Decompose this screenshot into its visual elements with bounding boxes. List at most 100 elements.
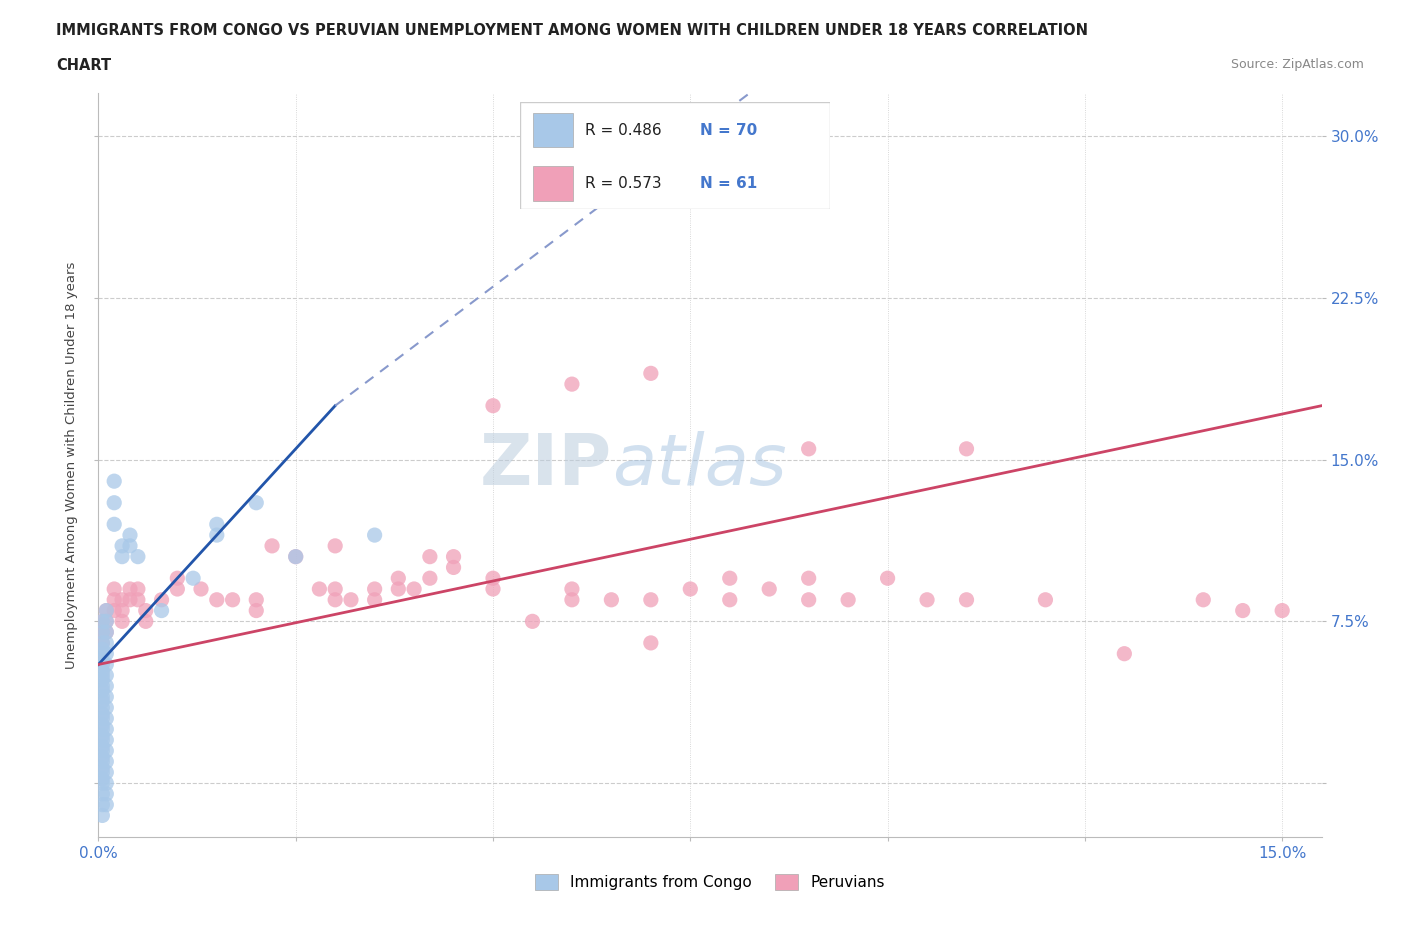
- Point: [91, 754, 114, 769]
- Point: [181, 571, 204, 586]
- Bar: [533, 166, 572, 201]
- Point: [245, 496, 267, 511]
- Point: [91, 808, 114, 823]
- Point: [91, 733, 114, 748]
- Point: [1232, 604, 1254, 618]
- Point: [103, 592, 125, 607]
- Text: R = 0.486: R = 0.486: [585, 123, 662, 138]
- Point: [797, 442, 820, 457]
- Point: [245, 604, 267, 618]
- Point: [118, 581, 141, 596]
- Point: [482, 581, 505, 596]
- Point: [118, 538, 141, 553]
- Point: [127, 592, 149, 607]
- Point: [103, 517, 125, 532]
- Point: [561, 592, 583, 607]
- Point: [96, 614, 118, 629]
- Point: [797, 592, 820, 607]
- Point: [103, 473, 125, 488]
- Point: [443, 550, 465, 565]
- Point: [96, 787, 118, 802]
- Point: [205, 527, 228, 542]
- Point: [363, 581, 385, 596]
- Point: [308, 581, 330, 596]
- Point: [111, 550, 134, 565]
- Point: [640, 635, 662, 650]
- Text: CHART: CHART: [56, 58, 111, 73]
- Point: [561, 581, 583, 596]
- Point: [91, 672, 114, 687]
- Point: [96, 679, 118, 694]
- Text: N = 70: N = 70: [700, 123, 756, 138]
- Point: [363, 527, 385, 542]
- Point: [96, 604, 118, 618]
- Text: N = 61: N = 61: [700, 176, 756, 191]
- Point: [640, 592, 662, 607]
- Point: [96, 711, 118, 725]
- Point: [96, 689, 118, 704]
- Point: [91, 694, 114, 709]
- Point: [387, 581, 409, 596]
- Point: [91, 776, 114, 790]
- Point: [482, 398, 505, 413]
- Point: [718, 193, 741, 208]
- Text: atlas: atlas: [612, 431, 787, 499]
- Point: [96, 668, 118, 683]
- Point: [96, 776, 118, 790]
- Point: [245, 592, 267, 607]
- Point: [91, 689, 114, 704]
- Point: [284, 550, 307, 565]
- Point: [91, 657, 114, 671]
- Point: [91, 614, 114, 629]
- Point: [837, 592, 859, 607]
- Point: [91, 761, 114, 776]
- Point: [260, 538, 283, 553]
- Point: [91, 642, 114, 657]
- Point: [91, 683, 114, 698]
- Point: [103, 496, 125, 511]
- Legend: Immigrants from Congo, Peruvians: Immigrants from Congo, Peruvians: [529, 868, 891, 897]
- Point: [323, 592, 346, 607]
- Point: [387, 571, 409, 586]
- Point: [135, 604, 157, 618]
- Point: [419, 550, 441, 565]
- Point: [718, 592, 741, 607]
- Point: [323, 538, 346, 553]
- Point: [284, 550, 307, 565]
- Point: [127, 550, 149, 565]
- Point: [96, 657, 118, 671]
- Text: ZIP: ZIP: [479, 431, 612, 499]
- Point: [797, 571, 820, 586]
- Point: [91, 625, 114, 640]
- Point: [679, 581, 702, 596]
- Text: IMMIGRANTS FROM CONGO VS PERUVIAN UNEMPLOYMENT AMONG WOMEN WITH CHILDREN UNDER 1: IMMIGRANTS FROM CONGO VS PERUVIAN UNEMPL…: [56, 23, 1088, 38]
- Point: [91, 646, 114, 661]
- Point: [91, 668, 114, 683]
- Point: [96, 733, 118, 748]
- Point: [91, 635, 114, 650]
- Point: [718, 571, 741, 586]
- Point: [91, 653, 114, 668]
- Point: [91, 711, 114, 725]
- Point: [91, 728, 114, 743]
- Point: [91, 764, 114, 779]
- Point: [96, 700, 118, 715]
- Point: [96, 635, 118, 650]
- Point: [111, 592, 134, 607]
- Point: [103, 581, 125, 596]
- Point: [150, 592, 173, 607]
- Point: [166, 571, 188, 586]
- Point: [96, 764, 118, 779]
- Point: [205, 517, 228, 532]
- Point: [404, 581, 426, 596]
- Point: [96, 604, 118, 618]
- Point: [91, 614, 114, 629]
- Point: [135, 614, 157, 629]
- Point: [111, 538, 134, 553]
- Point: [91, 739, 114, 754]
- Point: [758, 581, 780, 596]
- Point: [111, 604, 134, 618]
- Point: [103, 604, 125, 618]
- Point: [96, 625, 118, 640]
- Point: [600, 592, 623, 607]
